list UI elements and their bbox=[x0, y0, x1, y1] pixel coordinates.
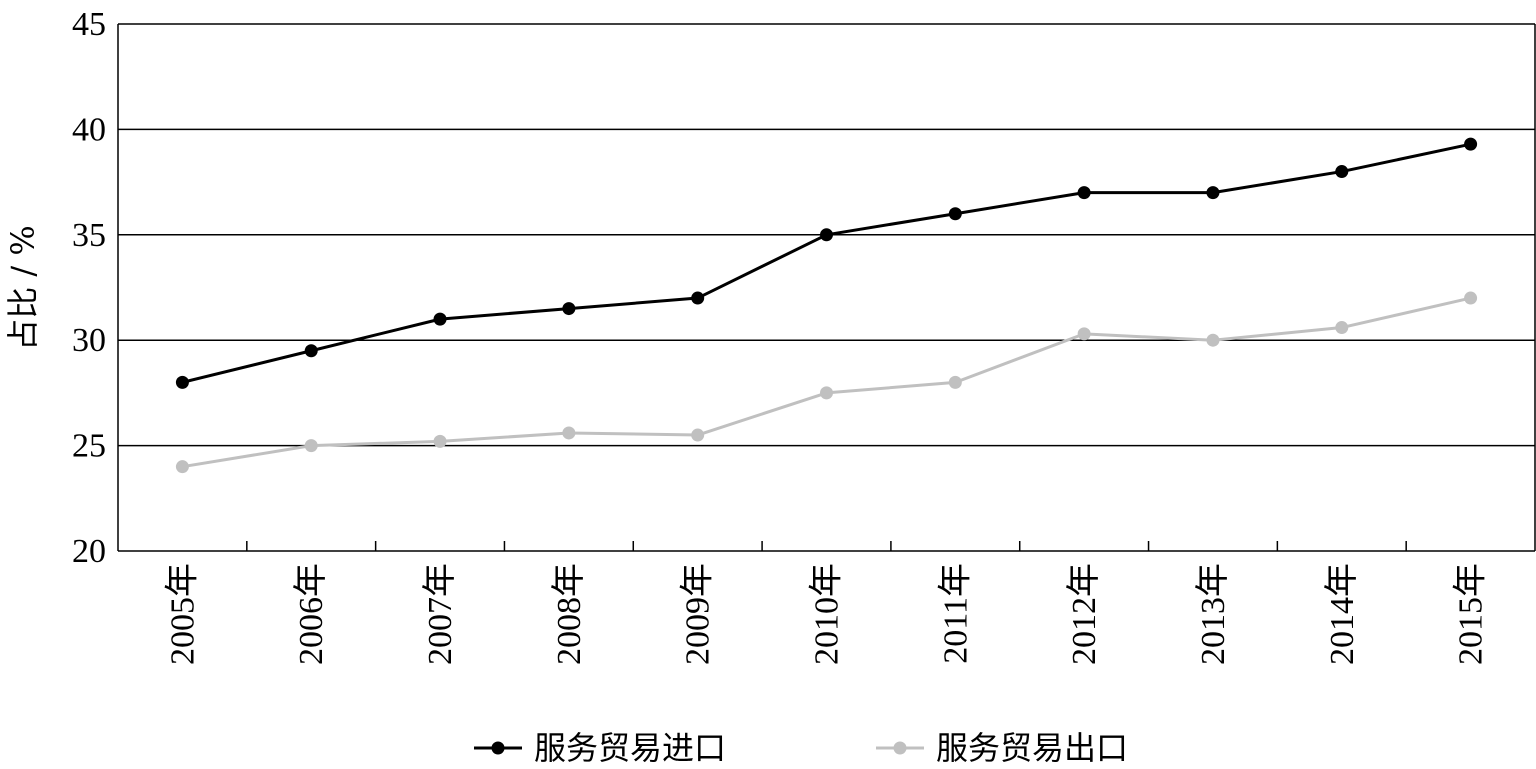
y-tick-label: 45 bbox=[72, 6, 106, 43]
x-tick-label: 2005年 bbox=[163, 563, 201, 665]
y-axis-title: 占比 / % bbox=[4, 225, 42, 351]
x-tick-label: 2015年 bbox=[1452, 563, 1490, 665]
y-tick-label: 25 bbox=[72, 428, 106, 465]
x-tick-label: 2011年 bbox=[936, 563, 974, 664]
legend-label: 服务贸易进口 bbox=[534, 729, 726, 767]
legend-item: 服务贸易进口 bbox=[474, 729, 726, 767]
x-tick-label: 2014年 bbox=[1323, 563, 1361, 665]
series-0 bbox=[175, 137, 1478, 389]
series-line bbox=[182, 296, 1471, 469]
legend-swatch-marker bbox=[491, 741, 505, 755]
x-tick-label: 2006年 bbox=[292, 563, 330, 665]
data-point bbox=[433, 434, 447, 448]
y-tick-label: 30 bbox=[72, 322, 106, 359]
y-tick-label: 35 bbox=[72, 217, 106, 254]
data-point bbox=[1335, 321, 1349, 335]
data-point bbox=[304, 344, 318, 358]
data-point bbox=[1335, 165, 1349, 179]
data-point bbox=[1464, 137, 1478, 151]
legend: 服务贸易进口 服务贸易出口 bbox=[474, 729, 1128, 767]
x-tick-label: 2012年 bbox=[1065, 563, 1103, 665]
legend-label: 服务贸易出口 bbox=[936, 729, 1128, 767]
y-axis-ticks: 20 25 30 35 40 45 bbox=[72, 6, 106, 570]
data-point bbox=[175, 460, 189, 474]
series-line bbox=[182, 142, 1471, 384]
data-point bbox=[175, 375, 189, 389]
data-point bbox=[562, 302, 576, 316]
legend-swatch-marker bbox=[893, 741, 907, 755]
data-point bbox=[820, 228, 833, 242]
axes bbox=[117, 24, 1536, 552]
data-point bbox=[820, 386, 833, 400]
x-tick-label: 2008年 bbox=[550, 563, 588, 665]
data-point bbox=[1077, 327, 1091, 341]
x-tick-label: 2007年 bbox=[421, 563, 459, 665]
data-point bbox=[948, 375, 962, 389]
data-point bbox=[1077, 186, 1091, 200]
data-point bbox=[304, 439, 318, 453]
series bbox=[175, 137, 1478, 474]
y-tick-label: 40 bbox=[72, 111, 106, 148]
data-point bbox=[691, 428, 705, 442]
x-axis-ticks: 2005年 2006年 2007年 2008年 2009年 2010年 2011年 2012年… bbox=[163, 563, 1489, 665]
data-point bbox=[691, 291, 705, 305]
data-point bbox=[948, 207, 962, 221]
data-point bbox=[433, 312, 447, 326]
x-tick-label: 2009年 bbox=[679, 563, 717, 665]
data-point bbox=[562, 426, 576, 440]
data-point bbox=[1206, 186, 1220, 200]
data-point bbox=[1464, 291, 1478, 305]
x-tick-label: 2013年 bbox=[1194, 563, 1232, 665]
data-point bbox=[1206, 333, 1220, 347]
x-tick-label: 2010年 bbox=[808, 563, 846, 665]
series-1 bbox=[175, 291, 1478, 474]
y-tick-label: 20 bbox=[72, 533, 106, 570]
legend-item: 服务贸易出口 bbox=[876, 729, 1128, 767]
